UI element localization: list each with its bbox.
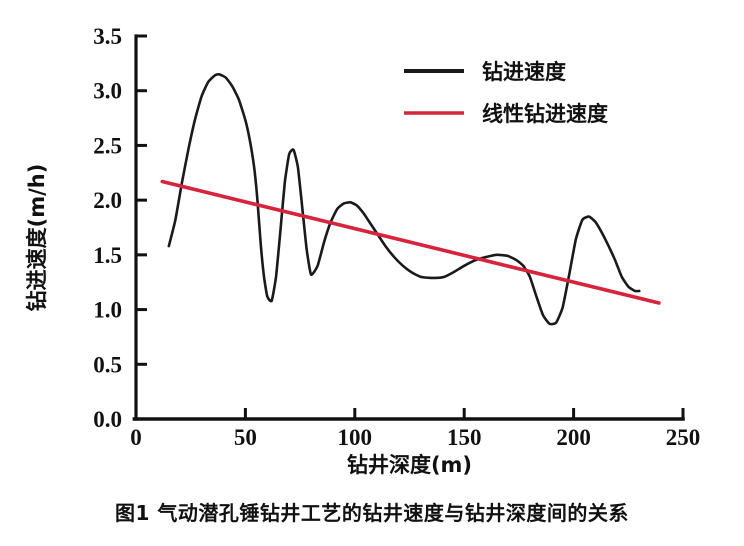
x-tick-label: 50 [234, 425, 257, 450]
y-tick-label: 0.0 [93, 407, 122, 432]
x-tick-label: 200 [556, 425, 591, 450]
axes [132, 34, 685, 421]
figure-caption: 图1 气动潜孔锤钻井工艺的钻井速度与钻井深度间的关系 [115, 501, 629, 525]
y-tick-label: 1.0 [93, 298, 122, 323]
x-tick-label: 150 [447, 425, 482, 450]
y-tick-label: 2.5 [93, 133, 122, 158]
legend-label-linear-trend: 线性钻进速度 [482, 102, 608, 126]
y-tick-label: 0.5 [93, 352, 122, 377]
x-axis-title: 钻井深度(m) [347, 453, 472, 477]
x-tick-label: 250 [666, 425, 701, 450]
legend-label-drilling-speed: 钻进速度 [482, 60, 566, 84]
x-tick-label: 100 [338, 425, 373, 450]
y-tick-label: 2.0 [93, 188, 122, 213]
y-tick-label: 3.0 [93, 79, 122, 104]
y-tick-label: 1.5 [93, 243, 122, 268]
axis-titles: 钻井深度(m) 钻进速度(m/h) [25, 164, 472, 477]
y-tick-label: 3.5 [93, 24, 122, 49]
x-tick-label: 0 [130, 425, 142, 450]
series-line-drilling-speed [167, 72, 641, 326]
data-series [160, 72, 661, 326]
y-axis-title: 钻进速度(m/h) [25, 164, 49, 312]
tick-labels: 0.0 0.5 1.0 1.5 2.0 2.5 3.0 3.5 0 50 100 150 200 250 [93, 24, 700, 450]
series-line-linear-trend [160, 179, 661, 305]
